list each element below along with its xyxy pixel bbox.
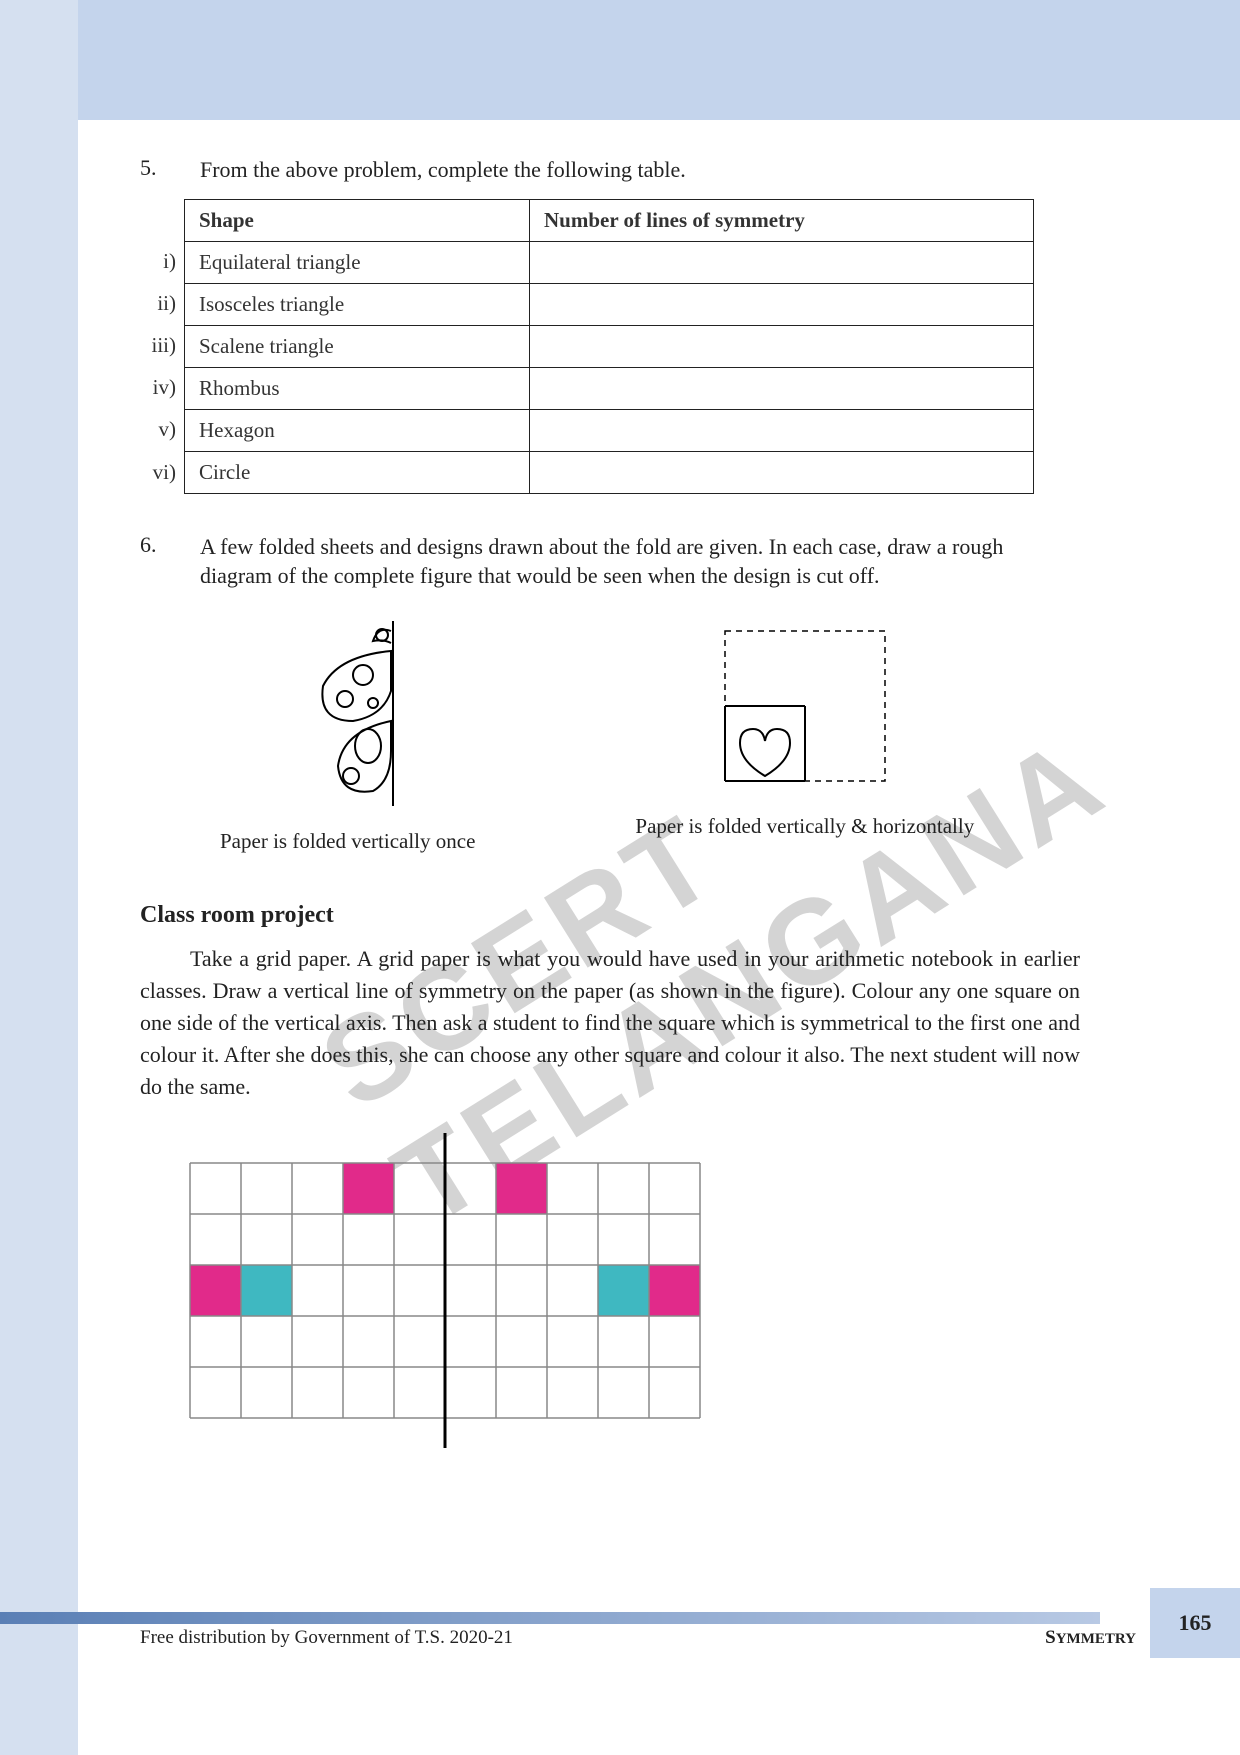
table-cell-shape: Isosceles triangle (184, 283, 529, 325)
question-5: 5. From the above problem, complete the … (140, 155, 1080, 185)
figure-right-caption: Paper is folded vertically & horizontall… (635, 814, 974, 839)
footer-text: Free distribution by Government of T.S. … (140, 1627, 513, 1649)
symmetry-grid (170, 1133, 1080, 1458)
heart-quarter-icon (715, 621, 895, 791)
left-margin-bar (0, 0, 78, 1755)
figure-left: Paper is folded vertically once (220, 621, 475, 854)
table-cell-symmetry (529, 451, 1034, 494)
table-cell-symmetry (529, 283, 1034, 325)
table-row-label: ii) (140, 283, 184, 325)
table-cell-shape: Hexagon (184, 409, 529, 451)
question-6: 6. A few folded sheets and designs drawn… (140, 532, 1080, 591)
footer-gradient-bar (0, 1612, 1100, 1624)
table-row-label: iii) (140, 325, 184, 367)
q6-text: A few folded sheets and designs drawn ab… (200, 532, 1080, 591)
table-row-label: i) (140, 241, 184, 283)
table-header-symmetry: Number of lines of symmetry (529, 199, 1034, 241)
project-heading: Class room project (140, 902, 1080, 929)
table-cell-symmetry (529, 241, 1034, 283)
table-cell-shape: Circle (184, 451, 529, 494)
table-row-label (140, 199, 184, 241)
table-cell-shape: Scalene triangle (184, 325, 529, 367)
q5-text: From the above problem, complete the fol… (200, 155, 1080, 185)
footer-chapter: SYMMETRY (1045, 1627, 1136, 1649)
q5-number: 5. (140, 155, 200, 185)
symmetry-table: Shape Number of lines of symmetry i) Equ… (140, 199, 1080, 494)
figure-left-caption: Paper is folded vertically once (220, 829, 475, 854)
butterfly-half-icon (283, 621, 413, 806)
page-number: 165 (1150, 1588, 1240, 1658)
table-row-label: v) (140, 409, 184, 451)
q6-number: 6. (140, 532, 200, 591)
figure-right: Paper is folded vertically & horizontall… (635, 621, 974, 854)
page-content: 5. From the above problem, complete the … (140, 155, 1080, 1458)
table-cell-shape: Rhombus (184, 367, 529, 409)
project-text: Take a grid paper. A grid paper is what … (140, 943, 1080, 1102)
table-header-shape: Shape (184, 199, 529, 241)
table-row-label: vi) (140, 451, 184, 494)
fold-figures: Paper is folded vertically once Paper is… (220, 621, 1080, 854)
table-cell-symmetry (529, 325, 1034, 367)
top-header-bar (78, 0, 1240, 120)
table-row-label: iv) (140, 367, 184, 409)
table-cell-symmetry (529, 367, 1034, 409)
grid-figure (170, 1133, 730, 1453)
table-cell-symmetry (529, 409, 1034, 451)
table-cell-shape: Equilateral triangle (184, 241, 529, 283)
